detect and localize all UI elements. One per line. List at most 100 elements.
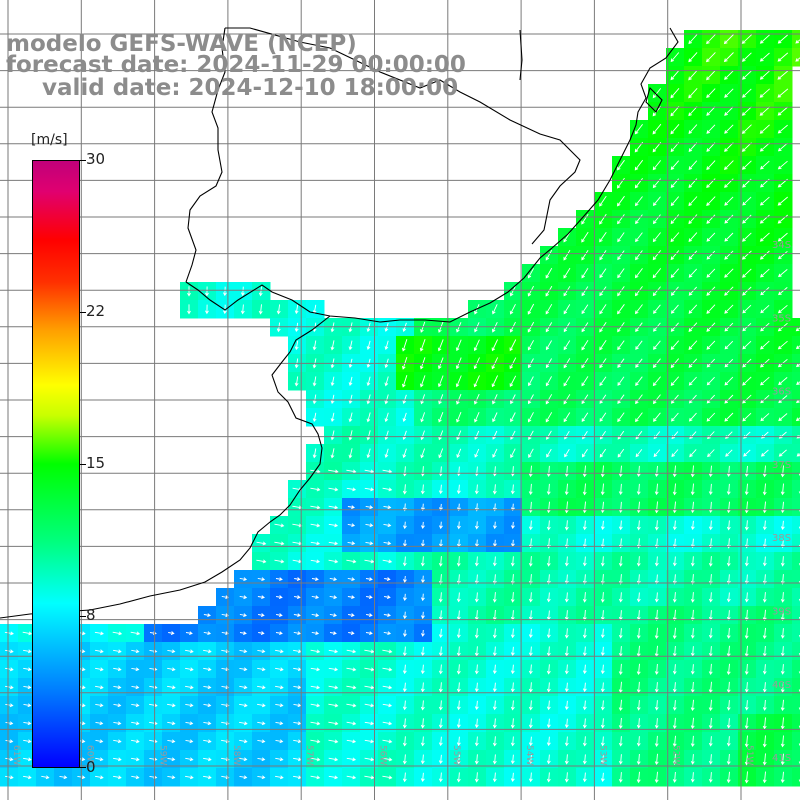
wind-arrow	[546, 700, 551, 711]
wind-arrow	[652, 214, 661, 225]
wind-arrow	[582, 592, 587, 603]
wind-arrow	[346, 739, 357, 744]
wind-arrow	[726, 501, 731, 514]
wind-arrow	[564, 700, 569, 711]
title-model: modelo GEFS-WAVE (NCEP)	[6, 31, 357, 57]
wind-arrow	[420, 466, 425, 477]
lat-label: 36S	[772, 387, 791, 398]
wind-arrow	[635, 250, 643, 261]
lon-label: 51W	[744, 745, 754, 765]
wind-arrow	[654, 663, 659, 675]
wind-arrow	[438, 700, 443, 711]
wind-arrow	[706, 286, 716, 296]
wind-arrow	[402, 718, 407, 729]
wind-arrow	[364, 469, 375, 474]
wind-arrow	[223, 304, 227, 315]
wind-arrow	[777, 160, 788, 170]
wind-arrow	[762, 592, 767, 603]
wind-arrow	[438, 521, 443, 530]
wind-arrow	[347, 595, 355, 600]
wind-arrow	[635, 340, 643, 350]
wind-arrow	[654, 627, 659, 640]
wind-arrow	[131, 667, 140, 672]
wind-arrow	[617, 340, 625, 351]
wind-arrow	[527, 376, 534, 387]
wind-cell	[792, 390, 800, 409]
wind-arrow	[654, 718, 659, 729]
wind-arrow	[582, 754, 587, 765]
wind-arrow	[744, 682, 749, 693]
wind-arrow	[600, 592, 605, 603]
wind-arrow	[762, 771, 767, 784]
wind-arrow	[563, 267, 571, 279]
wind-arrow	[94, 631, 104, 636]
wind-arrow	[759, 88, 770, 98]
lat-label: 40S	[772, 680, 791, 691]
wind-arrow	[347, 541, 356, 546]
wind-arrow	[545, 340, 552, 351]
lon-label: 58W	[231, 745, 241, 765]
wind-arrow	[275, 703, 284, 708]
wind-arrow	[383, 523, 392, 528]
wind-arrow	[600, 501, 605, 514]
wind-arrow	[5, 703, 14, 708]
wind-arrow	[348, 631, 355, 636]
wind-arrow	[366, 340, 371, 350]
wind-arrow	[777, 142, 788, 152]
wind-arrow	[778, 269, 788, 278]
wind-arrow	[364, 757, 375, 762]
wind-arrow	[636, 663, 641, 676]
wind-arrow	[670, 376, 680, 386]
wind-arrow	[131, 685, 140, 690]
wind-arrow	[382, 703, 393, 708]
wind-arrow	[167, 703, 176, 708]
wind-arrow	[312, 394, 317, 405]
wind-arrow	[527, 412, 534, 423]
wind-arrow	[742, 340, 752, 350]
wind-cell	[792, 714, 800, 733]
wind-arrow	[203, 775, 212, 780]
wind-arrow	[364, 649, 375, 654]
uruguay-river	[519, 29, 523, 81]
wind-arrow	[203, 721, 212, 726]
wind-arrow	[328, 721, 339, 726]
wind-arrow	[420, 629, 425, 637]
wind-arrow	[5, 721, 14, 726]
wind-arrow	[777, 196, 788, 206]
wind-arrow	[723, 34, 734, 45]
wind-arrow	[167, 721, 176, 726]
wind-arrow	[293, 703, 302, 708]
wind-arrow	[347, 577, 356, 582]
wind-arrow	[600, 556, 605, 567]
wind-arrow	[312, 376, 317, 387]
wind-arrow	[113, 757, 122, 762]
wind-arrow	[346, 721, 357, 726]
wind-arrow	[348, 340, 353, 351]
wind-arrow	[724, 412, 734, 422]
wind-arrow	[582, 501, 587, 514]
lon-label: 60W	[84, 745, 94, 765]
wind-arrow	[347, 523, 356, 528]
wind-arrow	[652, 376, 661, 387]
wind-arrow	[617, 177, 625, 189]
wind-arrow	[780, 753, 785, 766]
wind-arrow	[690, 628, 695, 639]
wind-arrow	[672, 627, 677, 640]
wind-arrow	[777, 106, 788, 116]
wind-arrow	[617, 376, 625, 386]
wind-arrow	[652, 250, 662, 261]
wind-arrow	[652, 232, 661, 243]
wind-arrow	[437, 339, 444, 352]
wind-arrow	[599, 448, 607, 458]
wind-arrow	[599, 195, 607, 207]
river-plate-south	[0, 315, 331, 619]
wind-cell	[792, 372, 800, 391]
wind-arrow	[759, 70, 770, 80]
wind-arrow	[654, 771, 659, 784]
wind-arrow	[582, 682, 587, 693]
wind-arrow	[438, 574, 443, 585]
wind-arrow	[438, 754, 443, 765]
wind-arrow	[546, 448, 552, 458]
wind-arrow	[654, 556, 659, 567]
wind-arrow	[563, 340, 571, 351]
